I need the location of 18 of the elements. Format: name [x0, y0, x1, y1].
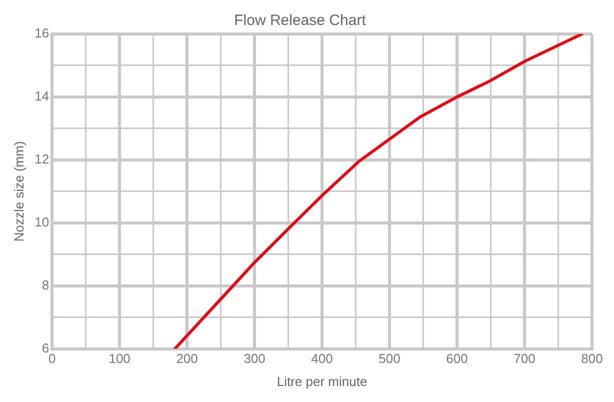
chart-title: Flow Release Chart	[234, 12, 367, 30]
x-tick-label: 0	[48, 351, 56, 366]
x-tick-label: 500	[378, 351, 400, 366]
x-tick-label: 600	[446, 351, 468, 366]
x-tick-label: 700	[514, 351, 536, 366]
x-tick-label: 100	[108, 351, 130, 366]
y-axis-title: Nozzle size (mm)	[11, 141, 26, 242]
x-tick-label: 400	[311, 351, 333, 366]
y-tick-label: 16	[34, 26, 50, 41]
y-tick-label: 12	[34, 152, 50, 166]
x-tick-label: 300	[244, 351, 266, 366]
y-tick-label: 8	[42, 277, 50, 292]
y-tick-label: 10	[34, 214, 50, 230]
x-tick-label: 200	[176, 351, 198, 366]
x-tick-label: 800	[581, 351, 603, 366]
y-tick-label: 14	[34, 88, 50, 104]
x-axis-title: Litre per minute	[276, 374, 368, 389]
y-tick-label: 6	[42, 340, 50, 356]
